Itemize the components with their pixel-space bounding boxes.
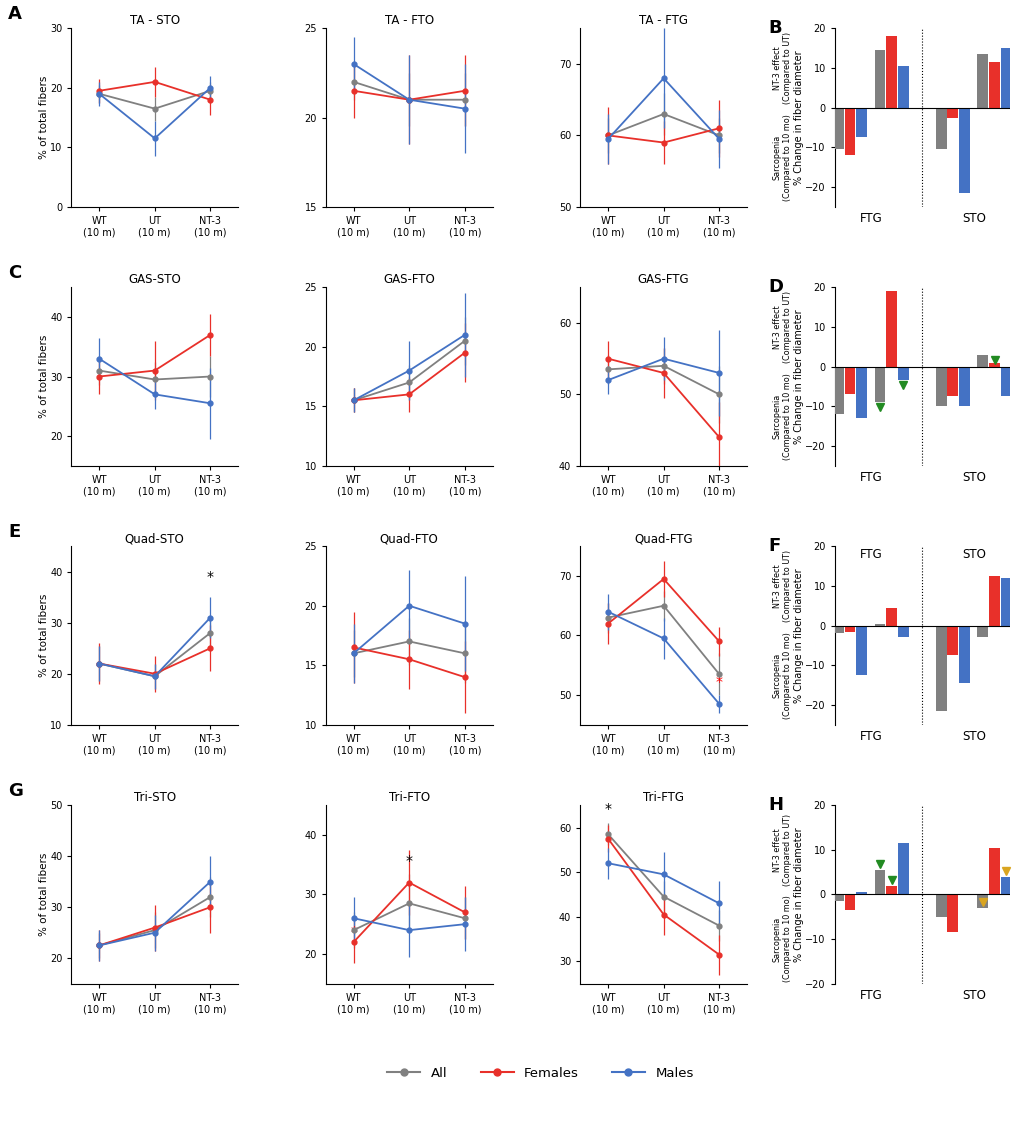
Text: F: F	[767, 537, 780, 555]
Text: *: *	[350, 925, 357, 939]
Y-axis label: % of total fibers: % of total fibers	[39, 594, 49, 678]
Bar	[1000, 49, 1011, 108]
Title: Tri-FTG: Tri-FTG	[643, 791, 684, 804]
Bar	[1000, 367, 1011, 397]
Bar	[988, 847, 999, 894]
Bar	[856, 892, 866, 894]
Text: *: *	[207, 571, 214, 585]
Bar	[976, 54, 987, 108]
Y-axis label: % of total fibers: % of total fibers	[39, 335, 49, 418]
Text: *: *	[604, 802, 611, 817]
Bar	[844, 894, 855, 910]
Bar	[934, 367, 946, 407]
Title: TA - STO: TA - STO	[129, 14, 179, 27]
Bar	[886, 607, 896, 625]
Bar	[844, 367, 855, 394]
Title: TA - FTO: TA - FTO	[384, 14, 433, 27]
Text: *: *	[715, 675, 722, 689]
Bar	[897, 66, 908, 108]
Title: Tri-FTO: Tri-FTO	[388, 791, 429, 804]
Title: Quad-STO: Quad-STO	[124, 533, 184, 545]
Bar	[1000, 578, 1011, 625]
Bar	[988, 576, 999, 625]
Text: H: H	[767, 796, 783, 815]
Text: *: *	[406, 853, 413, 868]
Bar	[886, 291, 896, 367]
Bar	[976, 625, 987, 638]
Bar	[958, 625, 969, 683]
Bar	[856, 108, 866, 137]
Title: TA - FTG: TA - FTG	[639, 14, 688, 27]
Bar	[833, 894, 843, 901]
Title: Tri-STO: Tri-STO	[133, 791, 175, 804]
Y-axis label: % of total fibers: % of total fibers	[39, 76, 49, 160]
Text: Sarcopenia
(Compared to 10 mo): Sarcopenia (Compared to 10 mo)	[771, 632, 791, 718]
Bar	[988, 62, 999, 108]
Text: NT-3 effect
(Compared to UT): NT-3 effect (Compared to UT)	[771, 291, 791, 363]
Text: NT-3 effect
(Compared to UT): NT-3 effect (Compared to UT)	[771, 32, 791, 104]
Bar	[947, 894, 957, 932]
Bar	[833, 367, 843, 415]
Bar	[1000, 877, 1011, 894]
Bar	[833, 108, 843, 150]
Bar	[897, 367, 908, 381]
Text: Sarcopenia
(Compared to 10 mo): Sarcopenia (Compared to 10 mo)	[771, 113, 791, 201]
Text: C: C	[8, 264, 21, 282]
Title: Quad-FTO: Quad-FTO	[379, 533, 438, 545]
Bar	[947, 367, 957, 397]
Bar	[976, 894, 987, 908]
Bar	[897, 843, 908, 894]
Bar	[873, 623, 884, 625]
Text: Sarcopenia
(Compared to 10 mo): Sarcopenia (Compared to 10 mo)	[771, 373, 791, 460]
Y-axis label: % Change in fiber diameter: % Change in fiber diameter	[793, 568, 803, 702]
Bar	[934, 108, 946, 150]
Bar	[934, 625, 946, 710]
Y-axis label: % Change in fiber diameter: % Change in fiber diameter	[793, 827, 803, 962]
Bar	[897, 625, 908, 638]
Bar	[833, 625, 843, 633]
Text: D: D	[767, 279, 783, 297]
Bar	[856, 367, 866, 418]
Text: STO: STO	[961, 548, 984, 561]
Bar	[844, 625, 855, 631]
Title: GAS-FTG: GAS-FTG	[637, 273, 689, 287]
Bar	[988, 363, 999, 367]
Y-axis label: % of total fibers: % of total fibers	[39, 853, 49, 936]
Bar	[958, 367, 969, 407]
Bar	[886, 36, 896, 108]
Text: B: B	[767, 19, 782, 37]
Legend: All, Females, Males: All, Females, Males	[382, 1062, 698, 1085]
Text: G: G	[8, 782, 22, 800]
Bar	[873, 367, 884, 402]
Text: NT-3 effect
(Compared to UT): NT-3 effect (Compared to UT)	[771, 550, 791, 622]
Bar	[947, 625, 957, 655]
Y-axis label: % Change in fiber diameter: % Change in fiber diameter	[793, 309, 803, 444]
Bar	[958, 108, 969, 193]
Text: FTG: FTG	[859, 548, 881, 561]
Text: Sarcopenia
(Compared to 10 mo): Sarcopenia (Compared to 10 mo)	[771, 895, 791, 982]
Bar	[873, 870, 884, 894]
Bar	[886, 886, 896, 894]
Text: NT-3 effect
(Compared to UT): NT-3 effect (Compared to UT)	[771, 813, 791, 886]
Title: GAS-FTO: GAS-FTO	[383, 273, 435, 287]
Title: Quad-FTG: Quad-FTG	[634, 533, 692, 545]
Text: E: E	[8, 523, 20, 542]
Text: A: A	[8, 6, 22, 23]
Bar	[856, 625, 866, 675]
Bar	[844, 108, 855, 155]
Title: GAS-STO: GAS-STO	[128, 273, 181, 287]
Bar	[873, 50, 884, 108]
Bar	[947, 108, 957, 118]
Bar	[976, 355, 987, 367]
Bar	[934, 894, 946, 917]
Y-axis label: % Change in fiber diameter: % Change in fiber diameter	[793, 50, 803, 185]
